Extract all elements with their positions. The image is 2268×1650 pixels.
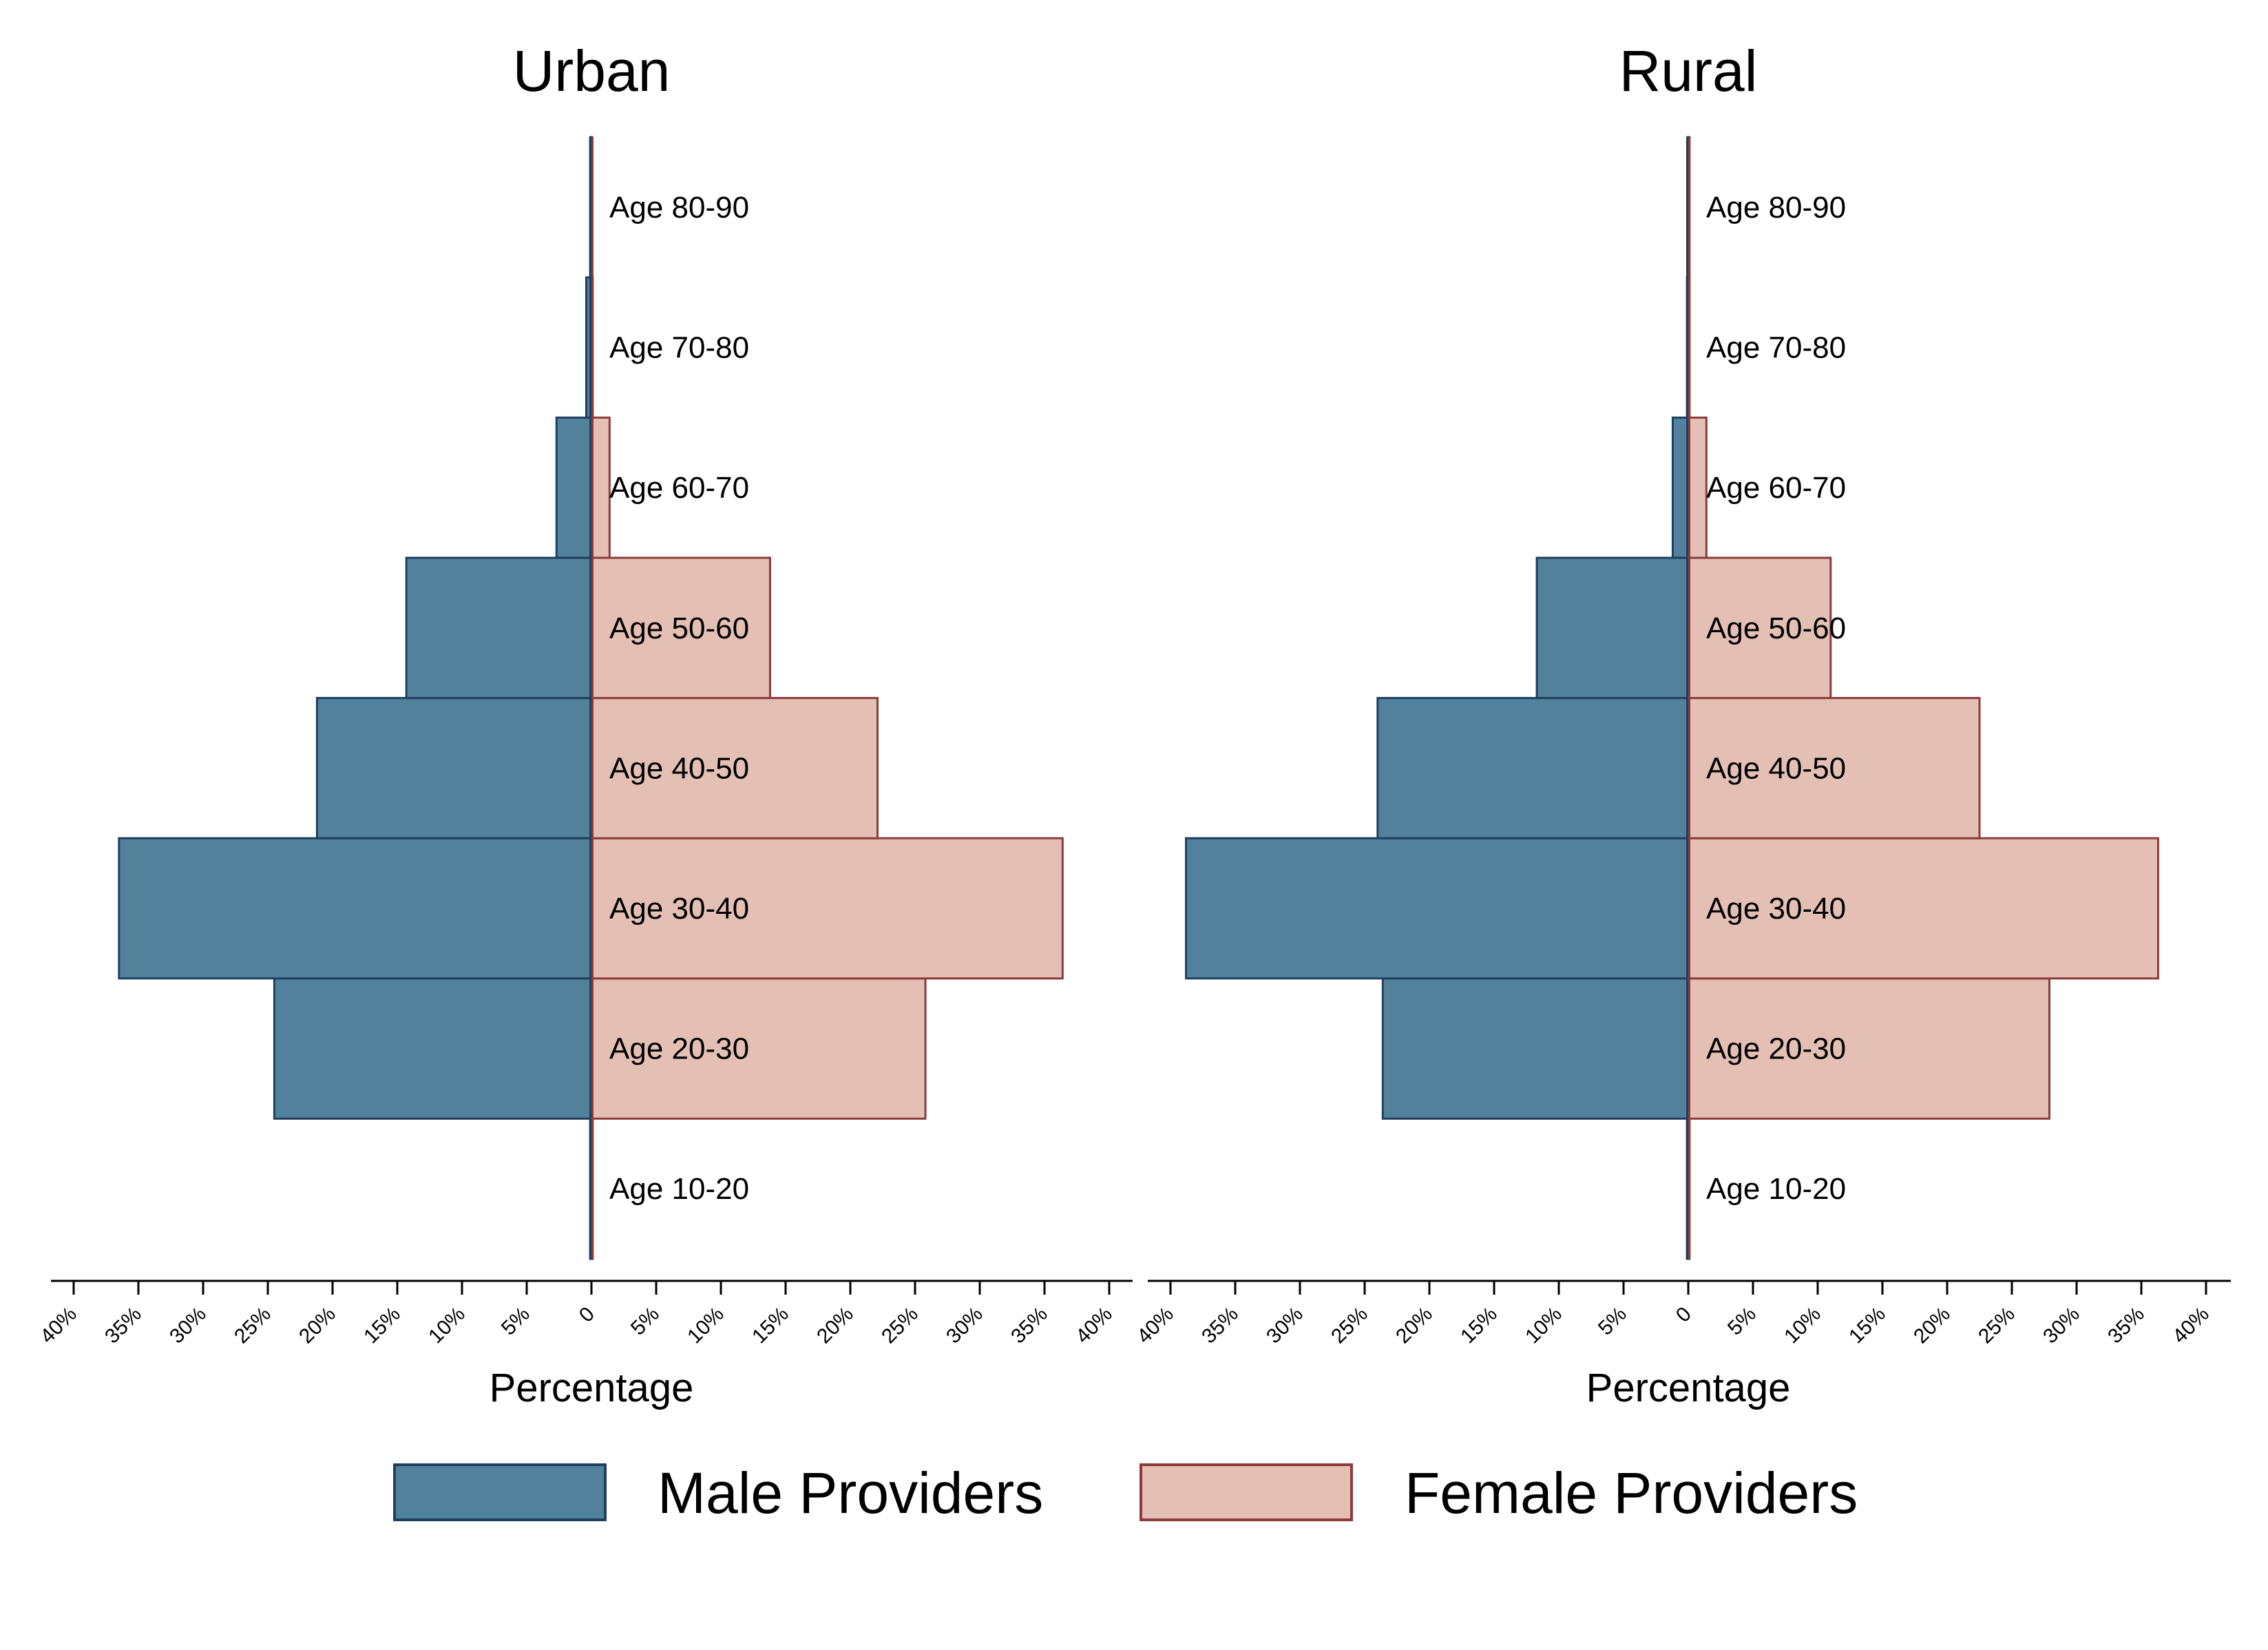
rural-male-bar — [1381, 977, 1690, 1120]
urban-category-label: Age 40-50 — [609, 751, 749, 785]
urban-category-label: Age 70-80 — [609, 331, 749, 365]
urban-male-bar — [405, 556, 593, 700]
legend-female-label: Female Providers — [1405, 1461, 1858, 1525]
legend-female-swatch — [1140, 1463, 1353, 1521]
rural-male-bar — [1671, 416, 1690, 559]
legend: Male Providers Female Providers — [393, 1461, 1858, 1525]
urban-center-lines — [589, 137, 594, 1259]
urban-category-label: Age 20-30 — [609, 1032, 749, 1066]
rural-category-label: Age 80-90 — [1706, 191, 1846, 224]
urban-female-bar — [590, 416, 611, 559]
urban-category-label: Age 10-20 — [609, 1172, 749, 1206]
rural-center-lines — [1686, 137, 1690, 1259]
urban-panel-title: Urban — [513, 39, 671, 103]
rural-category-label: Age 60-70 — [1706, 471, 1846, 505]
urban-category-labels: Age 10-20 Age 20-30 Age 30-40 Age 40-50 Age … — [609, 191, 749, 1206]
rural-category-label: Age 40-50 — [1706, 751, 1846, 785]
rural-male-bar — [1185, 837, 1690, 980]
urban-x-axis-title: Percentage — [490, 1366, 694, 1410]
rural-category-label: Age 70-80 — [1706, 331, 1846, 365]
urban-panel: Urban Age 10-20 Age 20-30 Age 30-40 Age 40-… — [36, 39, 1133, 1410]
legend-male-label: Male Providers — [658, 1461, 1043, 1525]
urban-female-bar — [590, 556, 771, 700]
urban-male-bar — [118, 837, 593, 980]
rural-category-label: Age 10-20 — [1706, 1172, 1846, 1206]
rural-panel-title: Rural — [1619, 39, 1758, 103]
urban-male-bar — [273, 977, 593, 1120]
urban-category-label: Age 50-60 — [609, 612, 749, 645]
rural-x-axis-title: Percentage — [1586, 1366, 1791, 1410]
rural-female-bar — [1687, 416, 1708, 559]
urban-category-label: Age 60-70 — [609, 471, 749, 505]
rural-male-bar — [1376, 697, 1690, 839]
rural-bars — [1185, 136, 2159, 1260]
rural-category-label: Age 20-30 — [1706, 1032, 1846, 1066]
rural-female-bar — [1687, 556, 1832, 700]
urban-category-label: Age 80-90 — [609, 191, 749, 224]
urban-male-bar — [315, 697, 593, 839]
urban-male-bar — [555, 416, 593, 559]
legend-male-swatch — [393, 1463, 607, 1521]
urban-category-label: Age 30-40 — [609, 892, 749, 926]
rural-male-bar — [1535, 556, 1690, 700]
rural-category-label: Age 50-60 — [1706, 612, 1846, 645]
rural-female-bar — [1687, 977, 2051, 1120]
rural-category-labels: Age 10-20 Age 20-30 Age 30-40 Age 40-50 Age … — [1706, 191, 1846, 1206]
rural-category-label: Age 30-40 — [1706, 892, 1846, 926]
rural-female-bar — [1687, 697, 1981, 839]
